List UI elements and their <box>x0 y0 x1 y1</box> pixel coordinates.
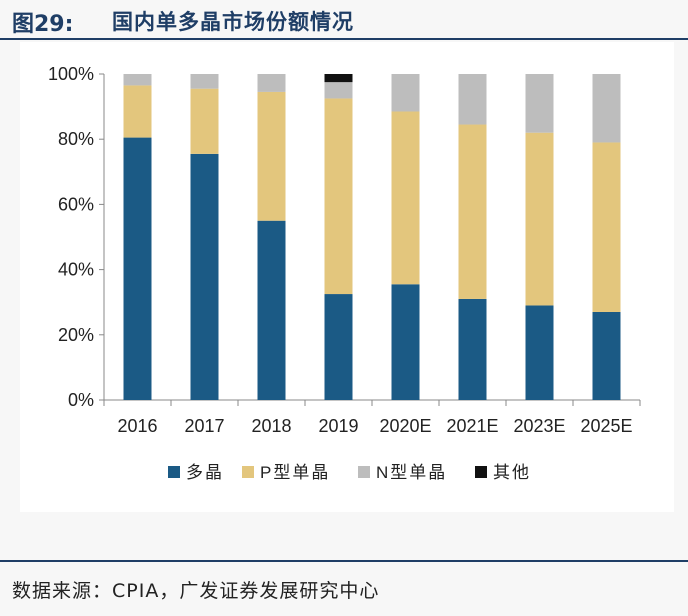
x-tick-label: 2023E <box>513 416 565 436</box>
bar-segment <box>324 74 353 83</box>
bar-segment <box>391 74 420 112</box>
chart-area: 0% 20% 40% 60% 80% 100% 2016 2017 2018 2019 2020E 2… <box>20 42 674 512</box>
y-tick-label: 20% <box>58 325 94 345</box>
bar-segment <box>525 305 554 400</box>
figure-number: 图29: <box>12 12 74 37</box>
bar-segment <box>525 132 554 306</box>
bar-segment <box>391 111 420 285</box>
source-footer: 数据来源：CPIA，广发证券发展研究中心 <box>0 560 688 616</box>
bar-segment <box>458 124 487 299</box>
bar-segment <box>592 142 621 312</box>
source-note: 数据来源：CPIA，广发证券发展研究中心 <box>12 580 380 602</box>
x-tick-label: 2017 <box>184 416 224 436</box>
bar-segment <box>458 74 487 125</box>
y-tick-label: 40% <box>58 260 94 280</box>
bar-segment <box>123 85 152 138</box>
bar-segment <box>592 74 621 143</box>
x-tick-label: 2021E <box>446 416 498 436</box>
x-tick-label: 2016 <box>117 416 157 436</box>
bar-segment <box>324 98 353 295</box>
legend-swatch <box>168 466 180 478</box>
legend-label: 其他 <box>493 463 531 482</box>
bar-segment <box>257 220 286 400</box>
legend-swatch <box>242 466 254 478</box>
bar-segment <box>592 311 621 400</box>
bar-segment <box>257 91 286 221</box>
x-tick-label: 2025E <box>580 416 632 436</box>
y-tick-label: 60% <box>58 194 94 214</box>
x-tick-label: 2018 <box>251 416 291 436</box>
legend-label: 多晶 <box>186 463 224 482</box>
bar-segment <box>324 294 353 400</box>
bar-segment <box>190 74 219 89</box>
legend-swatch <box>358 466 370 478</box>
figure-title: 国内单多晶市场份额情况 <box>112 10 354 34</box>
bar-segment <box>324 82 353 99</box>
bar-segment <box>123 74 152 86</box>
stacked-bar-chart: 0% 20% 40% 60% 80% 100% 2016 2017 2018 2019 2020E 2… <box>48 64 641 482</box>
figure-title-bar: 图29: 国内单多晶市场份额情况 <box>0 0 688 40</box>
y-tick-label: 0% <box>68 390 94 410</box>
bar-segment <box>525 74 554 133</box>
x-tick-label: 2020E <box>379 416 431 436</box>
bar-segment <box>123 137 152 400</box>
x-tick-label: 2019 <box>318 416 358 436</box>
legend-label: P型单晶 <box>260 463 330 482</box>
legend-swatch <box>475 466 487 478</box>
y-tick-label: 80% <box>58 129 94 149</box>
bar-segment <box>190 88 219 154</box>
bar-segment <box>190 153 219 400</box>
bar-segment <box>458 298 487 400</box>
y-tick-label: 100% <box>48 64 94 84</box>
bar-segment <box>257 74 286 92</box>
bar-segment <box>391 284 420 400</box>
legend-label: N型单晶 <box>376 463 447 482</box>
